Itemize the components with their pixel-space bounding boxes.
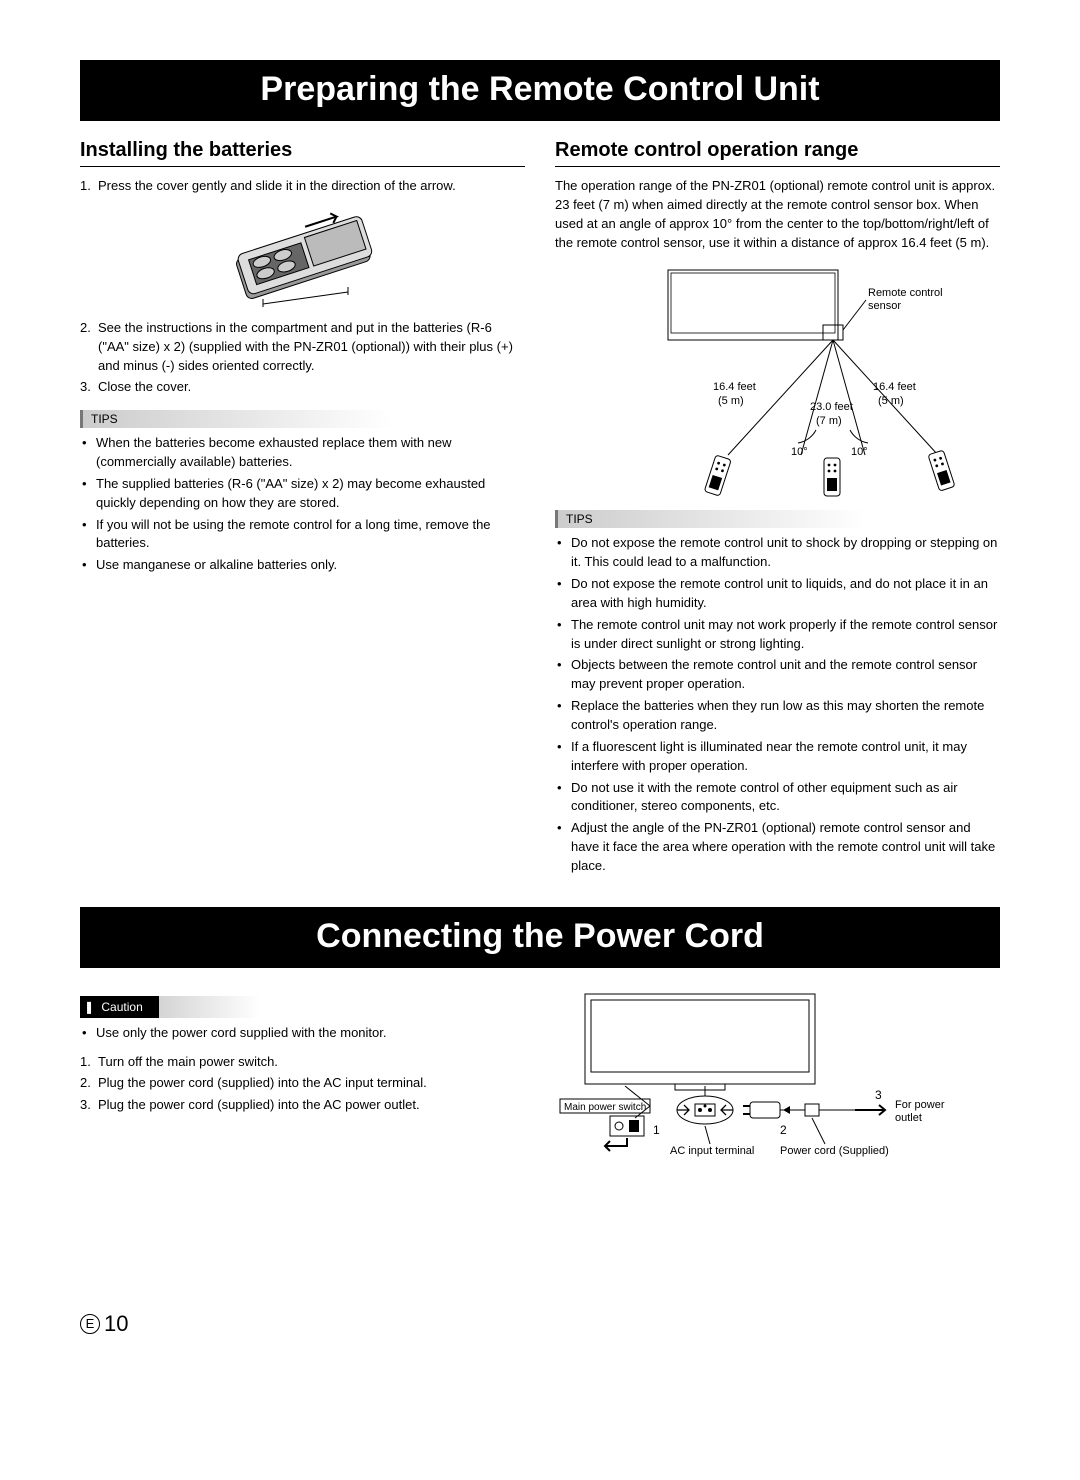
caution-item: Use only the power cord supplied with th… — [96, 1024, 387, 1043]
step-num: 3. — [80, 378, 98, 397]
tip-text: If you will not be using the remote cont… — [96, 516, 525, 554]
for-outlet-1: For poweroutlet — [895, 1099, 945, 1124]
num-3: 3 — [875, 1088, 882, 1102]
tip-text: Adjust the angle of the PN-ZR01 (optiona… — [571, 819, 1000, 876]
power-steps: 1.Turn off the main power switch. 2.Plug… — [80, 1053, 525, 1116]
left-dist2: (5 m) — [718, 395, 744, 407]
sensor-label-1: Remote controlsensor — [868, 287, 943, 312]
tip-text: When the batteries become exhausted repl… — [96, 434, 525, 472]
tip-text: If a fluorescent light is illuminated ne… — [571, 738, 1000, 776]
caution-list: Use only the power cord supplied with th… — [80, 1024, 525, 1043]
step-num: 3. — [80, 1096, 98, 1115]
cord-label: Power cord (Supplied) — [780, 1145, 889, 1157]
operation-range-intro: The operation range of the PN-ZR01 (opti… — [555, 177, 1000, 252]
angle-left: 10° — [791, 446, 808, 458]
center-dist: 23.0 feet — [810, 401, 853, 413]
step-num: 2. — [80, 319, 98, 376]
main-switch-label: Main power switch — [564, 1102, 646, 1113]
left-dist: 16.4 feet — [713, 381, 756, 393]
battery-steps-cont: 2.See the instructions in the compartmen… — [80, 319, 525, 397]
section-title-remote: Preparing the Remote Control Unit — [80, 60, 1000, 121]
power-left-column: ❚ Caution Use only the power cord suppli… — [80, 986, 525, 1171]
tip-text: Objects between the remote control unit … — [571, 656, 1000, 694]
tip-text: The remote control unit may not work pro… — [571, 616, 1000, 654]
tip-text: Do not expose the remote control unit to… — [571, 575, 1000, 613]
step-text: See the instructions in the compartment … — [98, 319, 525, 376]
page-e-badge: E — [80, 1314, 100, 1334]
range-tips-list: Do not expose the remote control unit to… — [555, 534, 1000, 875]
right-column: Remote control operation range The opera… — [555, 139, 1000, 879]
tip-text: Do not use it with the remote control of… — [571, 779, 1000, 817]
right-dist: 16.4 feet — [873, 381, 916, 393]
page-num-text: 10 — [104, 1311, 128, 1337]
center-dist2: (7 m) — [816, 415, 842, 427]
right-dist2: (5 m) — [878, 395, 904, 407]
step-num: 2. — [80, 1074, 98, 1093]
tip-text: Use manganese or alkaline batteries only… — [96, 556, 337, 575]
tips-label: TIPS — [80, 410, 525, 428]
battery-steps: 1.Press the cover gently and slide it in… — [80, 177, 525, 196]
battery-tips-list: When the batteries become exhausted repl… — [80, 434, 525, 575]
tip-text: The supplied batteries (R-6 ("AA" size) … — [96, 475, 525, 513]
caution-label: ❚ Caution — [80, 996, 525, 1018]
remote-battery-illustration — [80, 199, 525, 319]
ac-input-label: AC input terminal — [670, 1145, 754, 1157]
tip-text: Replace the batteries when they run low … — [571, 697, 1000, 735]
num-2: 2 — [780, 1123, 787, 1137]
step-text: Plug the power cord (supplied) into the … — [98, 1074, 427, 1093]
left-column: Installing the batteries 1.Press the cov… — [80, 139, 525, 879]
angle-right: 10° — [851, 446, 868, 458]
step-text: Plug the power cord (supplied) into the … — [98, 1096, 420, 1115]
step-num: 1. — [80, 177, 98, 196]
tip-text: Do not expose the remote control unit to… — [571, 534, 1000, 572]
heading-operation-range: Remote control operation range — [555, 139, 1000, 167]
step-text: Press the cover gently and slide it in t… — [98, 177, 456, 196]
heading-installing-batteries: Installing the batteries — [80, 139, 525, 167]
step-text: Turn off the main power switch. — [98, 1053, 278, 1072]
step-num: 1. — [80, 1053, 98, 1072]
page-number: E 10 — [80, 1311, 1000, 1337]
num-1: 1 — [653, 1123, 660, 1137]
power-cord-diagram: Main power switch 1 AC input terminal — [555, 986, 1000, 1171]
caution-text: Caution — [97, 998, 150, 1016]
section-title-power: Connecting the Power Cord — [80, 907, 1000, 968]
tips-label: TIPS — [555, 510, 1000, 528]
power-right-column: Main power switch 1 AC input terminal — [555, 986, 1000, 1171]
operation-range-diagram: Remote controlsensor 16.4 feet (5 m) 16.… — [555, 260, 1000, 500]
step-text: Close the cover. — [98, 378, 191, 397]
